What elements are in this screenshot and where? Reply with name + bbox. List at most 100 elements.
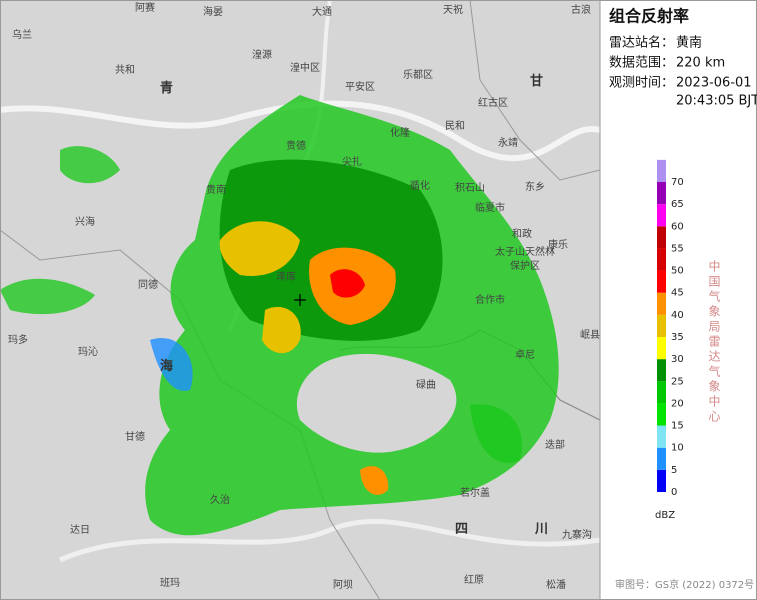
field-value: 黄南 (676, 35, 702, 51)
place-label: 化隆 (390, 126, 410, 139)
place-label: 合作市 (475, 293, 505, 306)
echo-strong (360, 466, 389, 495)
field-label: 数据范围： (609, 56, 674, 71)
legend-tick-label: 35 (671, 332, 684, 343)
place-label: 大通 (312, 5, 332, 18)
place-label: 泽库 (276, 270, 296, 283)
echo-gap (296, 353, 457, 453)
place-label: 川 (534, 522, 548, 537)
place-label: 乌兰 (12, 28, 32, 41)
legend-tick-label: 30 (671, 354, 684, 365)
echo-light (0, 278, 95, 315)
field-label: 雷达站名： (609, 35, 674, 51)
echo-strong (262, 306, 301, 354)
place-label: 湟源 (252, 48, 272, 61)
legend-tick-label: 10 (671, 443, 684, 454)
legend-swatch (657, 270, 666, 293)
place-label: 兴海 (75, 215, 95, 228)
agency: 中国气象局雷达气象中心 (707, 259, 721, 425)
place-label: 同德 (138, 278, 158, 291)
place-label: 九寨沟 (562, 528, 592, 541)
place-label: 阿赛 (135, 1, 155, 14)
place-label: 康乐 (548, 238, 568, 251)
place-label: 太子山天然林 (495, 245, 555, 258)
place-label: 班玛 (160, 577, 180, 589)
legend-tick-label: 65 (671, 199, 684, 210)
border (469, 0, 600, 181)
field-value: 20:43:05 BJT (676, 94, 757, 109)
place-label: 永靖 (498, 136, 518, 149)
legend-swatch (657, 292, 666, 315)
river (58, 518, 600, 563)
place-label: 碌曲 (416, 379, 436, 391)
place-label: 甘德 (125, 430, 145, 443)
place-label: 久治 (210, 493, 230, 506)
echo-strong (219, 221, 300, 276)
echo-light (60, 146, 120, 184)
legend-swatch (657, 403, 666, 426)
place-label: 青 (160, 80, 173, 96)
legend-tick-label: 50 (671, 266, 684, 277)
legend-tick-label: 45 (671, 288, 684, 299)
field-value: 2023-06-01 (676, 76, 752, 91)
legend-swatch (657, 337, 666, 360)
place-label: 达日 (70, 524, 90, 536)
legend-swatch (657, 425, 666, 448)
place-label: 阿坝 (333, 579, 353, 591)
legend-tick-label: 0 (671, 487, 677, 498)
place-label: 贵南 (206, 183, 226, 196)
place-label: 古浪 (571, 3, 591, 16)
place-label: 尖扎 (342, 155, 362, 168)
legend-swatch (657, 447, 666, 470)
place-label: 四 (455, 522, 468, 537)
place-label: 东乡 (525, 180, 545, 193)
river (0, 100, 600, 162)
place-label: 红古区 (478, 96, 508, 109)
legend-tick-label: 70 (671, 177, 684, 188)
legend-swatch (657, 381, 666, 404)
map-area (0, 0, 600, 600)
legend-swatch (657, 248, 666, 271)
legend-tick-label: 5 (671, 465, 677, 476)
legend-tick-label: 55 (671, 243, 684, 254)
place-label: 平安区 (345, 80, 375, 93)
place-label: 共和 (115, 64, 135, 76)
legend-tick-label: 25 (671, 376, 684, 387)
place-label: 循化 (410, 179, 430, 192)
place-label: 玛多 (8, 333, 28, 346)
field-value: 220 km (676, 56, 725, 71)
field-label: 观测时间： (609, 76, 674, 91)
legend-tick-label: 40 (671, 310, 684, 321)
place-label: 甘 (530, 73, 543, 89)
legend-swatch (657, 314, 666, 337)
place-label: 若尔盖 (460, 486, 490, 499)
legend-swatch (657, 182, 666, 205)
place-label: 保护区 (510, 259, 540, 272)
place-label: 玛沁 (78, 346, 98, 358)
place-label: 卓尼 (515, 349, 535, 361)
place-label: 贵德 (286, 139, 306, 152)
legend-tick-label: 60 (671, 221, 684, 232)
legend-swatch (657, 204, 666, 227)
place-label: 民和 (445, 120, 465, 132)
legend-swatch (657, 469, 666, 492)
place-label: 红原 (464, 573, 484, 586)
place-label: 迭部 (545, 438, 565, 451)
legend-tick-label: 15 (671, 421, 684, 432)
legend-swatch (657, 159, 666, 182)
legend-swatch (657, 359, 666, 382)
place-label: 湟中区 (290, 61, 320, 74)
place-label: 海晏 (203, 5, 223, 18)
place-label: 临夏市 (475, 201, 505, 214)
place-label: 乐都区 (403, 69, 433, 81)
place-label: 海 (160, 358, 173, 374)
place-label: 天祝 (443, 3, 463, 16)
footer: 审图号：GS京 (2022) 0372号 (615, 578, 754, 591)
place-label: 岷县 (580, 329, 600, 341)
echo-core (330, 269, 365, 298)
echo-weak (150, 338, 193, 391)
place-label: 和政 (512, 227, 532, 240)
panel-title: 组合反射率 (609, 7, 689, 26)
legend-swatch (657, 226, 666, 249)
